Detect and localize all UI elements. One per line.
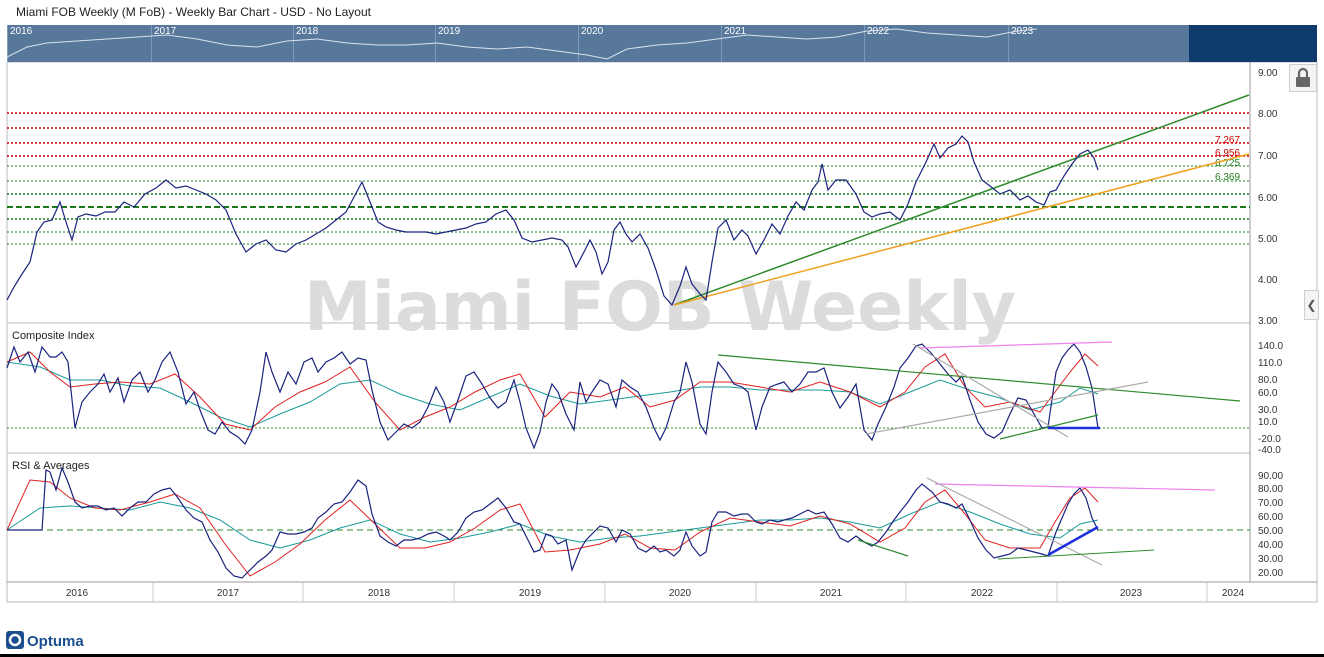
x-tick-label: 2020 [669,588,692,599]
optuma-logo-icon: Optuma [6,631,84,650]
y-tick-label: 10.0 [1258,417,1278,428]
chevron-left-icon: ❮ [1306,298,1317,312]
lock-button[interactable] [1289,64,1317,92]
composite-ma-teal [6,361,1099,428]
navigator-year: 2019 [438,26,461,37]
brand-name: Optuma [27,633,84,650]
support-levels [7,165,1250,245]
collapse-panel-button[interactable]: ❮ [1304,290,1319,320]
x-tick-label: 2021 [820,588,843,599]
level-label: 6.369 [1215,172,1240,183]
rsi-trendline-green-short[interactable] [857,539,909,557]
trendline-orange[interactable] [673,153,1250,306]
navigator-tick [578,25,579,62]
y-tick-label: 30.00 [1258,554,1283,565]
lock-icon [1296,67,1310,87]
watermark: Miami FOB Weekly [304,268,1016,347]
navigator-tick [151,25,152,62]
y-tick-label: 3.00 [1258,316,1278,327]
navigator-year: 2021 [724,26,747,37]
x-axis: 2016 2017 2018 2019 2020 2021 2022 2023 … [66,582,1245,602]
chart-frame [6,62,1318,603]
level-label: 6.956 [1215,148,1240,159]
chart-title: Miami FOB Weekly (M FoB) - Weekly Bar Ch… [16,5,371,19]
composite-divergence-pink[interactable] [919,341,1113,349]
x-tick-label: 2019 [519,588,542,599]
composite-trendline-grey[interactable] [865,381,1149,435]
rsi-y-axis: 90.00 80.00 70.00 60.00 50.00 40.00 30.0… [1258,471,1283,579]
navigator-sparkline [7,28,1038,60]
composite-index-line [6,343,1099,450]
rsi-line [7,466,1099,579]
y-tick-label: 70.00 [1258,498,1283,509]
rsi-ma-teal [6,501,1099,549]
composite-ma-red [6,351,1099,431]
rsi-divergence-blue[interactable] [1047,525,1099,557]
y-tick-label: 140.0 [1258,341,1283,352]
y-tick-label: 90.00 [1258,471,1283,482]
x-tick-label: 2016 [66,588,89,599]
y-tick-label: 7.00 [1258,151,1278,162]
footer-divider [0,654,1324,657]
composite-trendline-grey[interactable] [912,343,1069,438]
navigator-year: 2022 [867,26,890,37]
trendline-green[interactable] [673,94,1250,306]
navigator-tick [864,25,865,62]
y-tick-label: 4.00 [1258,275,1278,286]
rsi-trendline-grey[interactable] [926,477,1103,566]
y-tick-label: 5.00 [1258,234,1278,245]
navigator-year: 2017 [154,26,177,37]
y-tick-label: -40.0 [1258,445,1281,456]
navigator-year: 2023 [1011,26,1034,37]
x-tick-label: 2022 [971,588,994,599]
navigator-tick [721,25,722,62]
navigator-year: 2018 [296,26,319,37]
x-tick-label: 2017 [217,588,240,599]
navigator-tick [1008,25,1009,62]
rsi-trendline-green[interactable] [997,549,1155,560]
composite-panel-title: Composite Index [12,330,95,342]
navigator-viewport[interactable] [1189,25,1317,62]
price-series-line [6,135,1099,307]
y-tick-label: 80.0 [1258,375,1278,386]
navigator-tick [293,25,294,62]
y-tick-label: 8.00 [1258,109,1278,120]
composite-trendline-green[interactable] [717,354,1241,402]
rsi-divergence-pink[interactable] [934,483,1216,491]
navigator-year: 2020 [581,26,604,37]
chart-canvas: Miami FOB Weekly 9.00 8.00 7.00 6.00 5.0… [6,62,1318,603]
composite-y-axis: 140.0 110.0 80.0 60.0 30.0 10.0 -20.0 -4… [1258,341,1283,456]
y-tick-label: -20.0 [1258,434,1281,445]
x-tick-label: 2024 [1222,588,1245,599]
x-tick-label: 2018 [368,588,391,599]
y-tick-label: 60.00 [1258,512,1283,523]
y-tick-label: 30.0 [1258,405,1278,416]
x-tick-label: 2023 [1120,588,1143,599]
brand-logo: Optuma [6,629,96,651]
price-y-axis: 9.00 8.00 7.00 6.00 5.00 4.00 3.00 [1258,68,1278,327]
navigator-year: 2016 [10,26,33,37]
time-navigator[interactable]: 2016 2017 2018 2019 2020 2021 2022 2023 [7,25,1189,62]
resistance-levels [7,112,1250,157]
y-tick-label: 60.0 [1258,388,1278,399]
level-label: 6.725 [1215,158,1240,169]
y-tick-label: 6.00 [1258,193,1278,204]
rsi-panel-title: RSI & Averages [12,460,90,472]
y-tick-label: 40.00 [1258,540,1283,551]
rsi-ma-red [6,479,1099,577]
y-tick-label: 9.00 [1258,68,1278,79]
y-tick-label: 80.00 [1258,484,1283,495]
y-tick-label: 20.00 [1258,568,1283,579]
level-label: 7.267 [1215,135,1240,146]
y-tick-label: 50.00 [1258,526,1283,537]
navigator-tick [7,25,8,62]
y-tick-label: 110.0 [1258,358,1283,369]
